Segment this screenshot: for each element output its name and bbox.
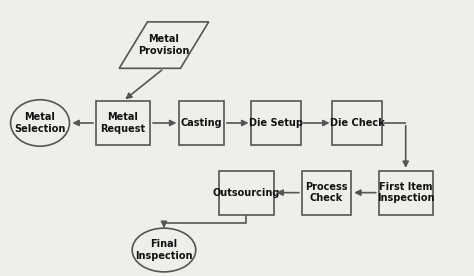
Text: Final
Inspection: Final Inspection bbox=[135, 239, 193, 261]
FancyBboxPatch shape bbox=[179, 101, 224, 145]
Polygon shape bbox=[119, 22, 209, 68]
FancyBboxPatch shape bbox=[251, 101, 301, 145]
Text: Die Check: Die Check bbox=[330, 118, 384, 128]
FancyBboxPatch shape bbox=[302, 171, 351, 214]
FancyBboxPatch shape bbox=[379, 171, 433, 214]
Text: First Item
Inspection: First Item Inspection bbox=[377, 182, 435, 203]
FancyBboxPatch shape bbox=[219, 171, 273, 214]
Text: Metal
Selection: Metal Selection bbox=[14, 112, 66, 134]
Text: Metal
Provision: Metal Provision bbox=[138, 34, 190, 56]
Text: Casting: Casting bbox=[181, 118, 222, 128]
Text: Process
Check: Process Check bbox=[305, 182, 348, 203]
Text: Outsourcing: Outsourcing bbox=[213, 188, 280, 198]
FancyBboxPatch shape bbox=[332, 101, 382, 145]
Ellipse shape bbox=[10, 100, 70, 146]
Text: Die Setup: Die Setup bbox=[249, 118, 303, 128]
Ellipse shape bbox=[132, 228, 196, 272]
Text: Metal
Request: Metal Request bbox=[100, 112, 146, 134]
FancyBboxPatch shape bbox=[96, 101, 150, 145]
